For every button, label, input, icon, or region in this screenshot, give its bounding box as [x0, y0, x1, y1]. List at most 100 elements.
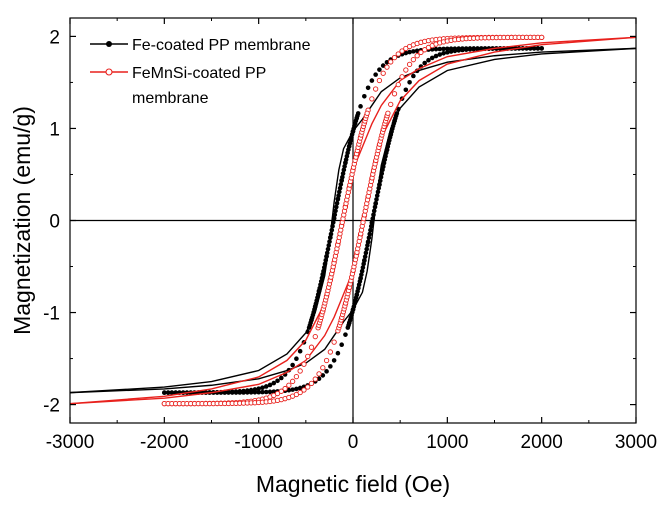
data-point [531, 46, 537, 51]
data-point [316, 376, 322, 382]
data-point [297, 368, 303, 374]
data-point [375, 189, 381, 195]
data-point [334, 204, 339, 210]
data-point [323, 357, 330, 364]
data-point [426, 57, 431, 63]
data-point [362, 254, 368, 259]
data-point [429, 47, 435, 52]
data-point [297, 348, 303, 354]
data-point [308, 344, 315, 350]
data-point [316, 371, 322, 377]
data-point [322, 261, 328, 267]
series-1 [69, 46, 637, 395]
data-point [384, 64, 390, 70]
data-point [340, 171, 346, 176]
data-point [301, 387, 307, 393]
data-point [245, 390, 250, 395]
data-point [433, 46, 439, 52]
data-point [275, 378, 280, 384]
data-point [403, 50, 409, 56]
data-point [372, 86, 379, 92]
y-axis-title: Magnetization (emu/g) [9, 106, 35, 335]
data-point [418, 49, 424, 56]
data-point [278, 388, 284, 394]
data-point [410, 57, 417, 63]
data-point [331, 216, 337, 221]
series-line [69, 47, 637, 394]
data-point [282, 385, 288, 392]
data-point [325, 246, 331, 252]
data-point [362, 257, 367, 263]
tick-labels: -3000 -2000 -1000 0 1000 2000 3000 -2 -1 0 1 2 [43, 27, 657, 453]
data-point [360, 265, 366, 270]
data-point [327, 349, 334, 355]
data-point [267, 389, 273, 395]
data-point [260, 389, 265, 395]
data-point [385, 110, 391, 116]
data-point [359, 272, 364, 277]
data-point [337, 185, 343, 191]
data-point [320, 365, 326, 371]
data-point [380, 164, 386, 169]
data-point [388, 101, 394, 108]
data-point [334, 200, 340, 206]
data-point [305, 384, 311, 390]
data-point [327, 239, 332, 244]
y-tick-label: 2 [49, 27, 60, 48]
data-point [407, 79, 412, 85]
data-point [456, 48, 461, 53]
data-point [437, 52, 443, 57]
legend: Fe-coated PP membrane FeMnSi-coated PP mem… [90, 37, 311, 107]
data-point [539, 34, 545, 40]
data-point [379, 171, 385, 176]
data-point [330, 220, 336, 225]
data-point [374, 197, 379, 202]
data-point [237, 390, 243, 395]
data-point [336, 193, 341, 198]
data-point [337, 189, 342, 195]
data-point [323, 257, 329, 263]
legend-marker [106, 41, 112, 47]
legend-label: Fe-coated PP membrane [132, 37, 311, 54]
data-point [463, 47, 469, 52]
x-tick-label: 0 [348, 432, 359, 453]
data-point [339, 178, 344, 184]
data-point [260, 385, 265, 391]
data-point [395, 81, 401, 88]
data-point [369, 96, 375, 102]
data-point [475, 46, 480, 52]
data-point [361, 261, 366, 267]
data-point [445, 50, 450, 55]
data-point [162, 390, 167, 395]
data-point [362, 94, 367, 99]
data-point [365, 239, 371, 244]
data-point [395, 51, 401, 57]
data-point [252, 390, 258, 395]
data-point [297, 389, 303, 396]
data-point [271, 380, 277, 386]
legend-marker [105, 68, 113, 76]
data-point [372, 204, 378, 210]
data-point [222, 390, 228, 395]
data-point [365, 243, 370, 248]
data-point [241, 390, 246, 395]
data-point [399, 74, 405, 80]
series-layer [69, 34, 637, 407]
data-point [342, 164, 347, 169]
data-point [328, 231, 334, 237]
x-tick-label: 1000 [426, 432, 468, 453]
data-point [376, 185, 382, 191]
data-point [321, 268, 326, 274]
data-point [290, 362, 295, 368]
data-point [448, 49, 454, 54]
data-point [271, 389, 277, 394]
data-point [343, 332, 348, 337]
data-point [338, 182, 344, 187]
data-point [332, 212, 338, 218]
data-point [407, 49, 412, 55]
data-point [433, 53, 439, 59]
data-point [169, 390, 175, 395]
data-point [406, 61, 413, 68]
data-point [226, 390, 231, 395]
